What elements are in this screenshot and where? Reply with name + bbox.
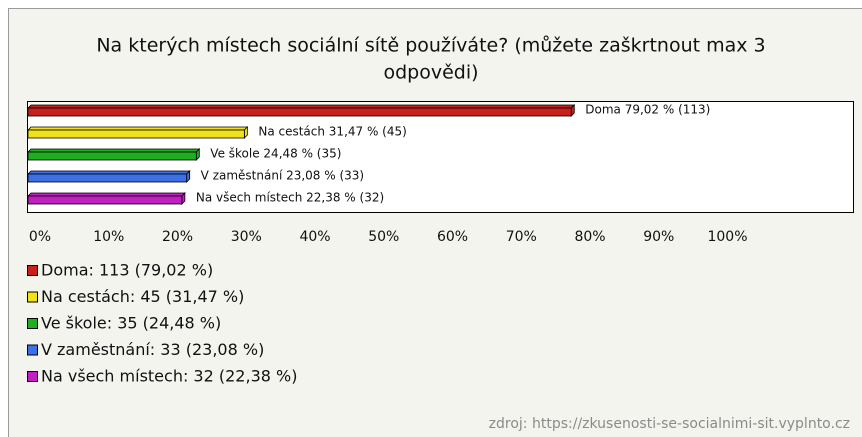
legend-label: V zaměstnání: 33 (23,08 %): [41, 340, 264, 359]
bar-top: [27, 170, 191, 175]
legend-label: Ve škole: 35 (24,48 %): [41, 314, 221, 333]
chart-title: odpovědi): [383, 62, 478, 84]
legend-swatch: [27, 371, 38, 382]
x-tick-label: 30%: [231, 229, 262, 245]
data-label: Doma 79,02 % (113): [585, 103, 710, 117]
legend-swatch: [27, 291, 38, 303]
x-tick-label: 70%: [506, 229, 537, 245]
bar: [27, 107, 572, 117]
legend-label: Doma: 113 (79,02 %): [41, 261, 213, 280]
legend-swatch: [27, 265, 38, 276]
legend-label: Na cestách: 45 (31,47 %): [41, 287, 244, 306]
bar: [27, 195, 183, 205]
bar: [27, 129, 245, 139]
x-tick-label: 60%: [437, 229, 468, 245]
bar-top: [27, 192, 186, 197]
legend-label: Na všech místech: 32 (22,38 %): [41, 367, 297, 386]
x-tick-label: 0%: [29, 229, 51, 245]
data-label: Na cestách 31,47 % (45): [258, 125, 406, 139]
bar-top: [27, 104, 576, 109]
data-label: Ve škole 24,48 % (35): [210, 147, 341, 161]
bar-top: [27, 148, 201, 153]
x-tick-label: 40%: [299, 229, 330, 245]
data-label: V zaměstnání 23,08 % (33): [201, 169, 364, 183]
bar-top: [27, 126, 249, 131]
legend-swatch: [27, 344, 38, 356]
x-tick-label: 20%: [162, 229, 193, 245]
legend-swatch: [27, 318, 38, 329]
chart-title: Na kterých místech sociální sítě používá…: [96, 35, 765, 57]
bar: [27, 151, 197, 161]
source: zdroj: https://zkusenosti-se-socialnimi-…: [489, 416, 850, 432]
x-tick-label: 50%: [368, 229, 399, 245]
x-tick-label: 90%: [643, 229, 674, 245]
frame: [8, 8, 862, 437]
data-label: Na všech místech 22,38 % (32): [196, 191, 384, 205]
bar: [27, 173, 188, 183]
x-tick-label: 100%: [707, 229, 747, 245]
x-tick-label: 10%: [93, 229, 124, 245]
x-tick-label: 80%: [574, 229, 605, 245]
